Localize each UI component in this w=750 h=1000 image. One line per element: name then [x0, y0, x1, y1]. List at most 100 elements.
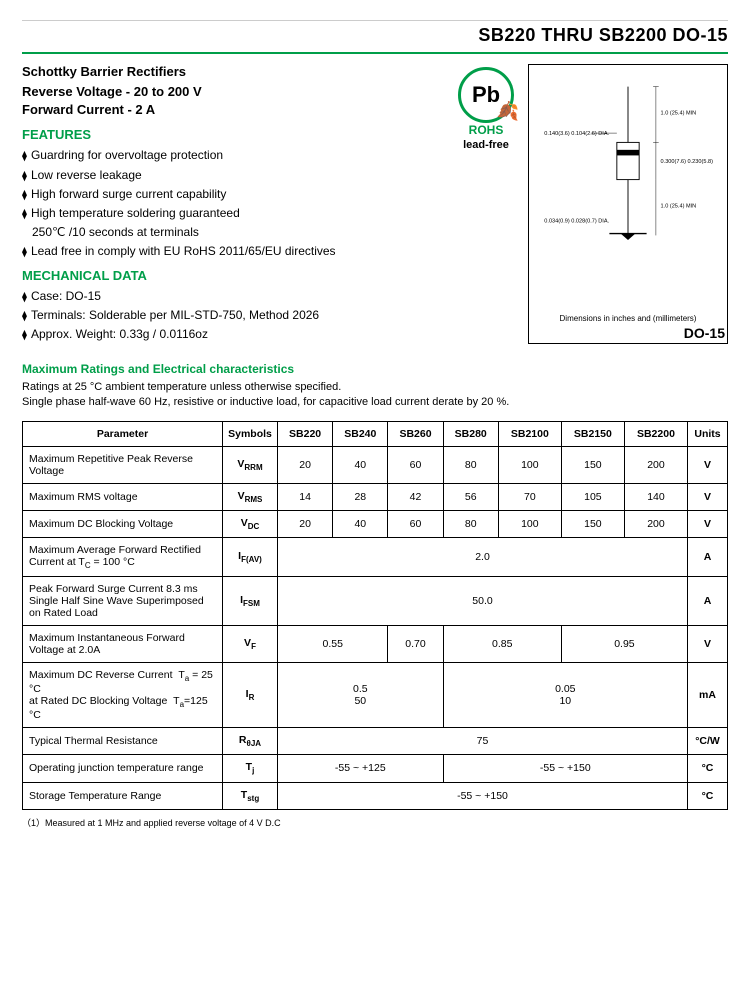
table-cell: -55 ~ +150 [443, 755, 687, 782]
leaf-icon: 🍂 [497, 101, 519, 122]
dim-top-label: 1.0 (25.4) MIN [661, 111, 697, 117]
col-sb220: SB220 [278, 421, 333, 446]
table-row: Maximum DC Blocking VoltageVDC2040608010… [23, 510, 728, 537]
feature-item: Low reverse leakage [22, 166, 514, 185]
table-row: Storage Temperature RangeTstg-55 ~ +150°… [23, 782, 728, 809]
table-cell: 100 [498, 446, 561, 483]
table-cell: 20 [278, 446, 333, 483]
table-cell: °C/W [688, 728, 728, 755]
features-list: Guardring for overvoltage protection Low… [22, 146, 514, 223]
table-cell: 200 [624, 510, 687, 537]
table-cell: Operating junction temperature range [23, 755, 223, 782]
table-cell: 200 [624, 446, 687, 483]
table-cell: mA [688, 663, 728, 728]
table-row: Maximum RMS voltageVRMS1428425670105140V [23, 483, 728, 510]
ratings-note-2: Single phase half-wave 60 Hz, resistive … [22, 396, 509, 408]
table-cell: 150 [561, 446, 624, 483]
spec-line-1: Reverse Voltage - 20 to 200 V [22, 83, 514, 101]
table-row: Operating junction temperature rangeTj-5… [23, 755, 728, 782]
feature-indent: 250℃ /10 seconds at terminals [32, 223, 514, 242]
table-cell: Maximum Average Forward Rectified Curren… [23, 538, 223, 577]
table-cell: Maximum DC Reverse Current Ta = 25 °Cat … [23, 663, 223, 728]
table-cell: 70 [498, 483, 561, 510]
rohs-badge: Pb 🍂 ROHS lead-free [458, 67, 514, 151]
table-cell: VF [223, 626, 278, 663]
rohs-text: ROHS [469, 123, 504, 137]
table-cell: -55 ~ +125 [278, 755, 444, 782]
table-cell: 80 [443, 510, 498, 537]
top-section: Schottky Barrier Rectifiers Reverse Volt… [22, 64, 728, 344]
table-cell: 80 [443, 446, 498, 483]
product-subtitle: Schottky Barrier Rectifiers [22, 64, 514, 79]
leadfree-text: lead-free [463, 139, 509, 151]
table-row: Typical Thermal ResistanceRθJA75°C/W [23, 728, 728, 755]
ratings-note: Ratings at 25 °C ambient temperature unl… [22, 380, 728, 411]
table-cell: V [688, 446, 728, 483]
mechanical-heading: MECHANICAL DATA [22, 268, 514, 283]
table-cell: IR [223, 663, 278, 728]
package-diagram: 1.0 (25.4) MIN 0.300(7.6) 0.230(5.8) 1.0… [535, 71, 721, 251]
table-row: Maximum Repetitive Peak Reverse VoltageV… [23, 446, 728, 483]
table-cell: V [688, 483, 728, 510]
feature-item: High forward surge current capability [22, 185, 514, 204]
table-cell: Tj [223, 755, 278, 782]
mechanical-list: Case: DO-15 Terminals: Solderable per MI… [22, 287, 514, 345]
ratings-note-1: Ratings at 25 °C ambient temperature unl… [22, 381, 341, 393]
table-cell: 100 [498, 510, 561, 537]
table-cell: 20 [278, 510, 333, 537]
footnote: （1）Measured at 1 MHz and applied reverse… [22, 816, 728, 829]
table-cell: 42 [388, 483, 443, 510]
dim-bodyw-label: 0.140(3.6) 0.104(2.6) DIA. [544, 131, 609, 137]
table-cell: 60 [388, 510, 443, 537]
mechanical-item: Approx. Weight: 0.33g / 0.0116oz [22, 325, 514, 344]
title-bar: SB220 THRU SB2200 DO-15 [22, 20, 728, 54]
feature-item: High temperature soldering guaranteed [22, 204, 514, 223]
table-cell: 150 [561, 510, 624, 537]
table-cell: 50.0 [278, 577, 688, 626]
left-column: Schottky Barrier Rectifiers Reverse Volt… [22, 64, 514, 344]
col-sb260: SB260 [388, 421, 443, 446]
table-cell: 56 [443, 483, 498, 510]
table-cell: 75 [278, 728, 688, 755]
table-cell: 0.95 [561, 626, 687, 663]
table-row: Peak Forward Surge Current 8.3 ms Single… [23, 577, 728, 626]
col-parameter: Parameter [23, 421, 223, 446]
col-symbols: Symbols [223, 421, 278, 446]
table-cell: VRRM [223, 446, 278, 483]
table-cell: Typical Thermal Resistance [23, 728, 223, 755]
dim-bodyh-label: 0.300(7.6) 0.230(5.8) [661, 159, 714, 165]
page-title: SB220 THRU SB2200 DO-15 [22, 25, 728, 46]
table-cell: 105 [561, 483, 624, 510]
table-cell: V [688, 626, 728, 663]
table-cell: 140 [624, 483, 687, 510]
package-caption: Dimensions in inches and (millimeters) [529, 314, 727, 323]
table-cell: Peak Forward Surge Current 8.3 ms Single… [23, 577, 223, 626]
col-sb2200: SB2200 [624, 421, 687, 446]
table-cell: 2.0 [278, 538, 688, 577]
dim-bot-label: 1.0 (25.4) MIN [661, 204, 697, 210]
ratings-heading: Maximum Ratings and Electrical character… [22, 362, 728, 376]
col-sb280: SB280 [443, 421, 498, 446]
table-cell: Tstg [223, 782, 278, 809]
table-cell: Maximum DC Blocking Voltage [23, 510, 223, 537]
table-cell: -55 ~ +150 [278, 782, 688, 809]
spec-lines: Reverse Voltage - 20 to 200 V Forward Cu… [22, 83, 514, 119]
col-units: Units [688, 421, 728, 446]
table-cell: Maximum RMS voltage [23, 483, 223, 510]
table-cell: A [688, 577, 728, 626]
table-cell: RθJA [223, 728, 278, 755]
table-cell: 60 [388, 446, 443, 483]
table-cell: 0.85 [443, 626, 561, 663]
mechanical-item: Case: DO-15 [22, 287, 514, 306]
mechanical-item: Terminals: Solderable per MIL-STD-750, M… [22, 306, 514, 325]
table-cell: 14 [278, 483, 333, 510]
table-cell: Maximum Repetitive Peak Reverse Voltage [23, 446, 223, 483]
features-list-2: Lead free in comply with EU RoHS 2011/65… [22, 242, 514, 261]
feature-item: Guardring for overvoltage protection [22, 146, 514, 165]
col-sb2100: SB2100 [498, 421, 561, 446]
table-header-row: Parameter Symbols SB220 SB240 SB260 SB28… [23, 421, 728, 446]
table-cell: 0.55 [278, 626, 388, 663]
table-cell: 40 [333, 446, 388, 483]
table-row: Maximum DC Reverse Current Ta = 25 °Cat … [23, 663, 728, 728]
col-sb240: SB240 [333, 421, 388, 446]
